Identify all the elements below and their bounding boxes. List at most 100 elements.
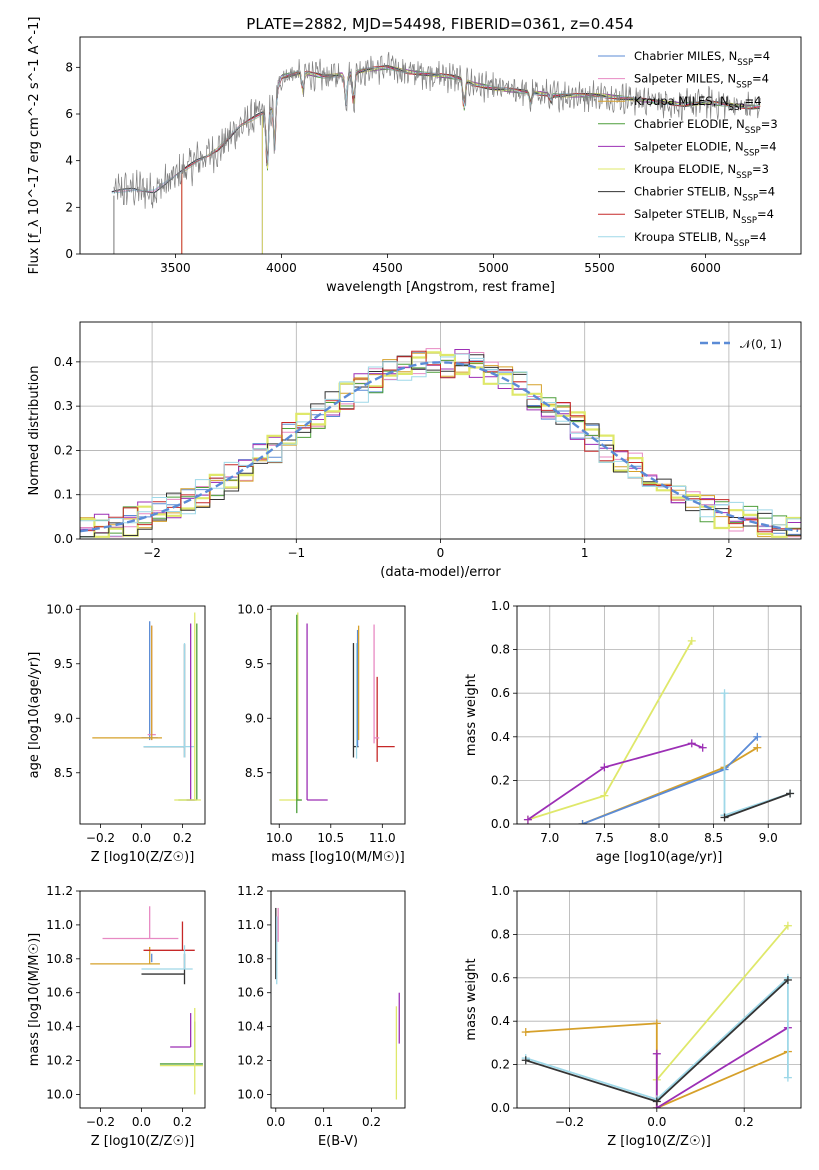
y-tick-label: 10.4 xyxy=(46,1020,73,1034)
plot-area xyxy=(90,906,203,1095)
y-tick-label: 11.2 xyxy=(237,884,264,898)
x-tick-label: 0.2 xyxy=(173,1115,192,1129)
x-tick-label: 0.1 xyxy=(314,1115,333,1129)
massweight-line xyxy=(655,1026,789,1108)
residual-legend: 𝒩(0, 1) xyxy=(700,337,782,351)
y-tick-label: 0.1 xyxy=(54,488,73,502)
x-tick-label: −1 xyxy=(287,546,305,560)
plot-area xyxy=(80,348,801,538)
plot-area xyxy=(523,636,795,824)
axes-frame: 0.0 0.1 0.2 10.0 10.2 10.4 10.6 10.8 11.0 11.2 E(B… xyxy=(237,884,406,1149)
mass-vs-metallicity-panel: −0.2 0.0 0.2 10.0 10.2 10.4 10.6 10.8 11.0 11.2 Z … xyxy=(27,884,206,1149)
y-tick-label: 0.0 xyxy=(491,1101,510,1115)
y-tick-label: 0.2 xyxy=(491,1058,510,1072)
y-axis-label: mass [log10(M/M☉)] xyxy=(27,933,42,1066)
y-tick-label: 0.2 xyxy=(491,773,510,787)
x-tick-label: 0.2 xyxy=(735,1115,754,1129)
y-tick-label: 0.6 xyxy=(491,686,510,700)
x-tick-label: 7.5 xyxy=(595,831,614,845)
legend-nssp: =4 xyxy=(749,230,766,244)
plot-area xyxy=(92,612,201,801)
legend-subscript: SSP xyxy=(744,148,760,158)
x-tick-label: 3500 xyxy=(160,261,191,275)
massweight-line xyxy=(527,640,693,821)
axes-frame: −0.2 0.0 0.2 0.0 0.2 0.4 0.6 0.8 1.0 Z [log10(Z/Z… xyxy=(464,884,802,1149)
age-vs-mass-panel: 10.0 10.5 11.0 8.5 9.0 9.5 10.0 mass [log10(M/M… xyxy=(237,602,406,865)
axes-border xyxy=(79,36,802,255)
y-tick-label: 0.4 xyxy=(491,730,510,744)
massweight-line xyxy=(724,792,791,819)
x-tick-label: 4500 xyxy=(372,261,403,275)
y-tick-label: 8.5 xyxy=(54,766,73,780)
y-tick-label: 10.0 xyxy=(46,1087,73,1101)
axes-frame: 7.0 7.5 8.0 8.5 9.0 0.0 0.2 0.4 0.6 0.8 1.0 age [lo… xyxy=(464,599,802,865)
plot-area xyxy=(279,612,395,814)
y-tick-label: 1.0 xyxy=(491,599,510,613)
y-tick-label: 0 xyxy=(65,247,73,261)
axes-border xyxy=(516,605,802,825)
y-tick-label: 0.4 xyxy=(491,1014,510,1028)
legend-nssp: =4 xyxy=(744,94,761,108)
x-tick-label: 0.0 xyxy=(132,1115,151,1129)
y-axis-label: mass weight xyxy=(464,958,479,1040)
axes-border xyxy=(516,890,802,1109)
axes-frame: −0.2 0.0 0.2 8.5 9.0 9.5 10.0 Z [log10(Z/Z☉)] ag… xyxy=(27,602,206,865)
axes-border xyxy=(79,321,802,540)
legend-subscript: SSP xyxy=(736,171,752,181)
residuals-panel: −2 −1 0 1 2 0.0 0.1 0.2 0.3 0.4 (data-model)/error… xyxy=(27,321,802,580)
legend-label: Kroupa MILES, NSSP=4 xyxy=(634,94,761,113)
y-tick-label: 10.0 xyxy=(237,1087,264,1101)
y-tick-label: 0.2 xyxy=(54,443,73,457)
y-tick-label: 10.2 xyxy=(46,1054,73,1068)
legend-label: Salpeter ELODIE, NSSP=4 xyxy=(634,139,777,158)
y-tick-label: 0.0 xyxy=(491,817,510,831)
spectrum-panel: 3500 4000 4500 5000 5500 6000 0 2 4 6 8 wavelength … xyxy=(27,17,802,295)
x-tick-label: 8.5 xyxy=(704,831,723,845)
legend-label: 𝒩(0, 1) xyxy=(740,337,782,351)
x-axis-label: Z [log10(Z/Z☉)] xyxy=(91,1134,195,1149)
axes-border xyxy=(79,605,206,825)
massweight-line xyxy=(527,742,704,821)
residual-histogram xyxy=(80,350,801,533)
y-tick-label: 11.0 xyxy=(46,918,73,932)
age-vs-metallicity-panel: −0.2 0.0 0.2 8.5 9.0 9.5 10.0 Z [log10(Z/Z☉)] ag… xyxy=(27,602,206,865)
legend-subscript: SSP xyxy=(729,103,745,113)
y-tick-label: 10.6 xyxy=(46,986,73,1000)
plot-area xyxy=(275,907,400,1100)
legend-nssp: =4 xyxy=(752,72,769,86)
legend-nssp: =4 xyxy=(753,49,770,63)
y-tick-label: 0.3 xyxy=(54,399,73,413)
axes-border xyxy=(270,605,406,825)
massweight-vs-age-panel: 7.0 7.5 8.0 8.5 9.0 0.0 0.2 0.4 0.6 0.8 1.0 age [lo… xyxy=(464,599,802,865)
plot-area xyxy=(521,921,792,1108)
y-tick-label: 4 xyxy=(65,154,73,168)
y-tick-label: 9.5 xyxy=(245,657,264,671)
spectrum-legend: Chabrier MILES, NSSP=4 Salpeter MILES, NS… xyxy=(598,49,778,249)
x-tick-label: 9.0 xyxy=(759,831,778,845)
x-tick-label: 10.0 xyxy=(266,831,293,845)
residual-histogram xyxy=(80,351,801,538)
x-tick-label: 0.2 xyxy=(173,831,192,845)
axes-frame: −2 −1 0 1 2 0.0 0.1 0.2 0.3 0.4 (data-model)/error… xyxy=(27,321,802,580)
x-tick-label: −0.2 xyxy=(86,1115,115,1129)
x-axis-label: Z [log10(Z/Z☉)] xyxy=(607,1134,711,1149)
y-axis-label: Flux [f_λ 10^-17 erg cm^-2 s^-1 A^-1] xyxy=(27,17,42,275)
axes-frame: −0.2 0.0 0.2 10.0 10.2 10.4 10.6 10.8 11.0 11.2 Z … xyxy=(27,884,206,1149)
x-axis-label: E(B-V) xyxy=(318,1134,358,1149)
y-tick-label: 0.4 xyxy=(54,355,73,369)
axes-border xyxy=(270,890,406,1109)
legend-subscript: SSP xyxy=(742,194,758,204)
x-axis-label: (data-model)/error xyxy=(380,565,501,580)
x-tick-label: 10.5 xyxy=(317,831,344,845)
x-tick-label: 0.0 xyxy=(647,1115,666,1129)
legend-label: Chabrier ELODIE, NSSP=3 xyxy=(634,117,778,136)
y-tick-label: 0.8 xyxy=(491,643,510,657)
x-tick-label: 5500 xyxy=(584,261,615,275)
y-tick-label: 1.0 xyxy=(491,884,510,898)
y-tick-label: 0.8 xyxy=(491,927,510,941)
mass-vs-ebv-panel: 0.0 0.1 0.2 10.0 10.2 10.4 10.6 10.8 11.0 11.2 E(B… xyxy=(237,884,406,1149)
legend-label: Kroupa STELIB, NSSP=4 xyxy=(634,230,766,249)
figure-title: PLATE=2882, MJD=54498, FIBERID=0361, z=0… xyxy=(246,15,633,33)
observed-spectrum xyxy=(113,51,761,209)
massweight-line xyxy=(656,925,789,1081)
